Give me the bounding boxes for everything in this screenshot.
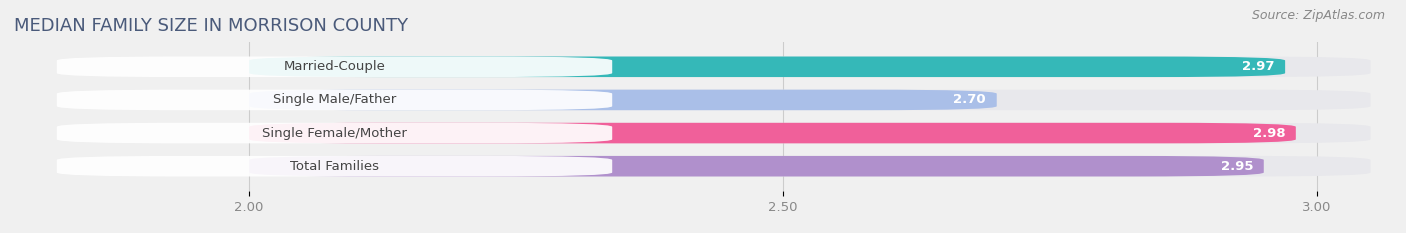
Text: Married-Couple: Married-Couple [284, 60, 385, 73]
Text: Single Female/Mother: Single Female/Mother [262, 127, 406, 140]
Text: 2.95: 2.95 [1220, 160, 1253, 173]
FancyBboxPatch shape [56, 156, 612, 176]
Text: 2.70: 2.70 [953, 93, 986, 106]
FancyBboxPatch shape [249, 57, 1371, 77]
Text: 2.98: 2.98 [1253, 127, 1285, 140]
FancyBboxPatch shape [249, 57, 1285, 77]
FancyBboxPatch shape [249, 123, 1371, 143]
FancyBboxPatch shape [56, 57, 612, 77]
FancyBboxPatch shape [249, 156, 1264, 176]
FancyBboxPatch shape [249, 90, 1371, 110]
Text: 2.97: 2.97 [1241, 60, 1274, 73]
FancyBboxPatch shape [249, 156, 1371, 176]
FancyBboxPatch shape [56, 90, 612, 110]
Text: Source: ZipAtlas.com: Source: ZipAtlas.com [1251, 9, 1385, 22]
FancyBboxPatch shape [249, 90, 997, 110]
Text: Total Families: Total Families [290, 160, 380, 173]
FancyBboxPatch shape [56, 123, 612, 143]
Text: Single Male/Father: Single Male/Father [273, 93, 396, 106]
Text: MEDIAN FAMILY SIZE IN MORRISON COUNTY: MEDIAN FAMILY SIZE IN MORRISON COUNTY [14, 17, 408, 35]
FancyBboxPatch shape [249, 123, 1296, 143]
